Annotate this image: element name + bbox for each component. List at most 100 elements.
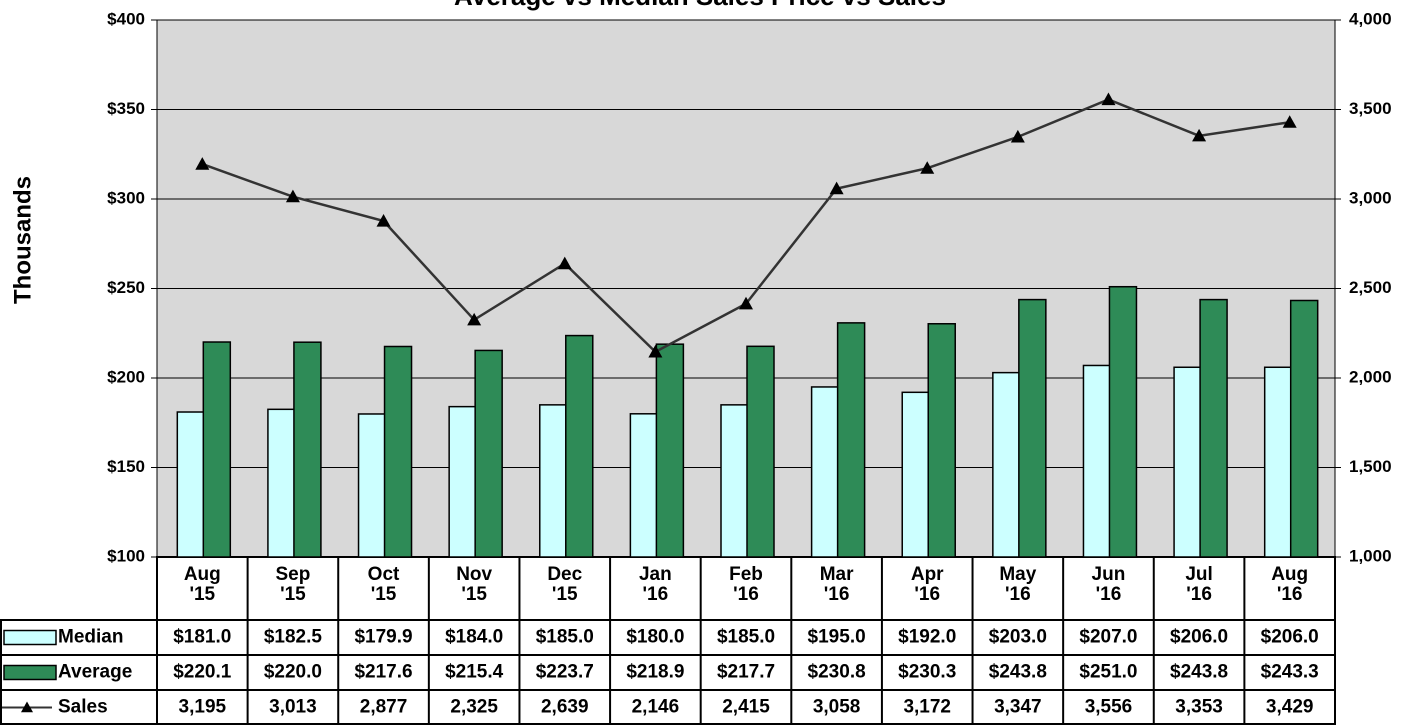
x-tick-label: Nov '15 — [456, 564, 493, 605]
table-value: $207.0 — [1079, 627, 1137, 648]
marker — [1101, 92, 1116, 106]
bar — [1263, 366, 1293, 558]
table-value: 3,353 — [1175, 697, 1223, 718]
bar — [1018, 298, 1047, 558]
table-value: 2,325 — [450, 697, 498, 718]
table-value: $218.9 — [626, 662, 684, 683]
table-value: $180.0 — [626, 627, 684, 648]
x-tick-label: Feb '16 — [729, 564, 763, 605]
bar — [293, 341, 322, 558]
y-tick-label: $200 — [107, 367, 145, 386]
marker — [285, 189, 300, 203]
legend-label: Sales — [58, 697, 108, 718]
table-value: $243.8 — [989, 662, 1047, 683]
x-tick-label: Mar '16 — [819, 564, 854, 605]
bar — [1082, 364, 1112, 558]
y2-tick-label: 1,500 — [1349, 457, 1392, 476]
bar — [1199, 298, 1228, 558]
y-tick-label: $100 — [107, 546, 145, 565]
x-tick-label: Jul '16 — [1185, 564, 1213, 605]
bar — [267, 408, 296, 558]
marker — [557, 256, 572, 270]
table-value: 3,347 — [994, 697, 1042, 718]
table-value: $185.0 — [536, 627, 594, 648]
table-value: 3,172 — [903, 697, 951, 718]
bar — [629, 413, 659, 558]
bar — [565, 334, 594, 558]
table-value: 3,013 — [269, 697, 317, 718]
y-tick-label: $250 — [107, 278, 145, 297]
table-value: 3,556 — [1085, 697, 1133, 718]
x-tick-label: Aug '15 — [183, 564, 221, 605]
table-value: $179.9 — [354, 627, 412, 648]
marker — [739, 296, 753, 310]
bar — [901, 391, 930, 558]
x-tick-label: Jun '16 — [1091, 564, 1126, 605]
table-value: 2,415 — [722, 697, 770, 718]
table-value: 2,877 — [360, 697, 408, 718]
bar — [836, 322, 866, 558]
marker — [195, 157, 210, 170]
bar — [746, 345, 775, 558]
y2-tick-label: 2,500 — [1349, 278, 1392, 297]
table-value: $181.0 — [173, 627, 231, 648]
marker — [467, 312, 482, 326]
bar — [202, 341, 232, 558]
marker — [648, 344, 663, 358]
legend-marker — [21, 701, 33, 713]
table-value: $220.0 — [264, 662, 322, 683]
table-value: $184.0 — [445, 627, 503, 648]
bar — [810, 386, 840, 558]
x-tick-label: Sep '15 — [275, 564, 311, 605]
table-value: $182.5 — [264, 627, 323, 648]
y-tick-label: $350 — [107, 99, 145, 118]
table-value: $192.0 — [898, 627, 956, 648]
y2-tick-label: 1,000 — [1349, 546, 1392, 565]
y-tick-label: $400 — [107, 9, 145, 28]
table-value: 2,146 — [632, 697, 680, 718]
table-value: $251.0 — [1079, 662, 1137, 683]
x-tick-label: Jan '16 — [638, 564, 672, 605]
table-value: $230.8 — [808, 662, 866, 683]
table-value: $230.3 — [898, 662, 956, 683]
bar — [1289, 299, 1319, 558]
bar — [720, 404, 749, 558]
bar — [176, 411, 206, 558]
bar — [655, 343, 685, 558]
table-value: $217.6 — [354, 662, 412, 683]
y2-tick-label: 3,000 — [1349, 188, 1392, 207]
legend-label: Average — [58, 662, 132, 683]
y2-tick-label: 3,500 — [1349, 99, 1392, 118]
marker — [376, 214, 391, 227]
table-value: $203.0 — [989, 627, 1047, 648]
y2-tick-label: 2,000 — [1349, 367, 1392, 386]
table-value: $217.7 — [717, 662, 775, 683]
y-tick-label: $150 — [107, 457, 145, 476]
table-value: $215.4 — [445, 662, 504, 683]
legend-swatch — [3, 629, 57, 646]
bar — [1173, 366, 1202, 558]
bar — [1108, 285, 1138, 558]
x-tick-label: Apr '16 — [910, 564, 944, 605]
table-value: $243.8 — [1170, 662, 1228, 683]
marker — [920, 161, 935, 174]
chart-title: Average vs Median Sales Price vs Sales — [454, 0, 946, 11]
bar — [927, 323, 956, 558]
y2-tick-label: 4,000 — [1349, 9, 1392, 28]
x-tick-label: May '16 — [999, 564, 1037, 605]
marker — [1010, 129, 1025, 143]
table-value: $206.0 — [1261, 627, 1319, 648]
marker — [1282, 115, 1297, 128]
bar — [383, 345, 413, 558]
table-value: 2,639 — [541, 697, 589, 718]
table-value: 3,058 — [813, 697, 861, 718]
bar — [474, 349, 503, 558]
table-value: $195.0 — [808, 627, 866, 648]
table-value: $206.0 — [1170, 627, 1228, 648]
bar — [992, 371, 1021, 558]
table-value: $223.7 — [536, 662, 594, 683]
x-tick-label: Dec '15 — [547, 564, 583, 605]
y-axis-label: Thousands — [9, 176, 36, 304]
table-value: $243.3 — [1261, 662, 1319, 683]
